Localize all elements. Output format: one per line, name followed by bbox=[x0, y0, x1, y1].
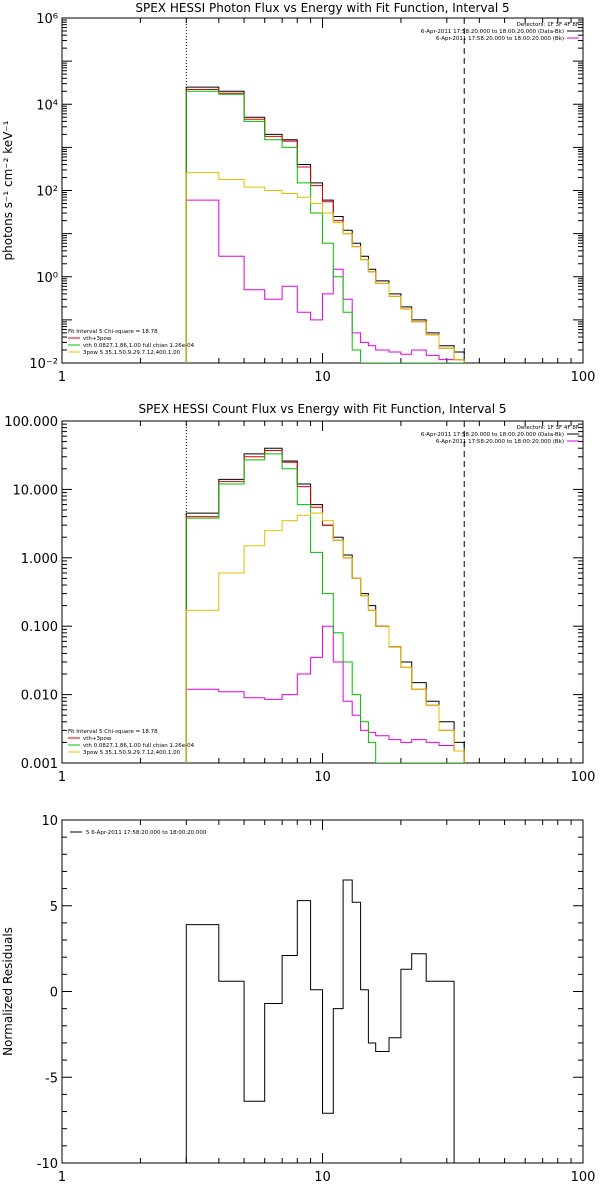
y-tick-label: 0.001 bbox=[21, 757, 58, 772]
series-data-bk bbox=[185, 447, 465, 763]
legend-header: Detectors: 1F 3F 4F 8F bbox=[517, 425, 579, 431]
y-tick-label: 10⁶ bbox=[36, 12, 58, 27]
legend-entry: 6-Apr-2011 17:58:20.000 to 18:00:20.000 … bbox=[421, 432, 564, 438]
legend-entry: 5 6-Apr-2011 17:58:20.000 to 18:00:20.00… bbox=[86, 830, 207, 836]
y-tick-label: 10² bbox=[36, 185, 58, 200]
fit-legend-entry: vth+3pow bbox=[83, 736, 112, 742]
series-bk bbox=[185, 199, 465, 363]
fit-legend-header: Fit Interval 5 Chi-square = 18.78 bbox=[68, 729, 158, 735]
series-vth bbox=[185, 453, 465, 763]
series-vth-3pow bbox=[185, 450, 465, 763]
count-flux-plot-area: 1 10 100 0.001 0.010 0.100 1.000 10.000 100.000 D… bbox=[4, 415, 595, 785]
series-3pow bbox=[185, 172, 465, 363]
x-tick-label: 1 bbox=[58, 370, 66, 385]
series-3pow bbox=[185, 512, 465, 763]
y-tick-label: 10.000 bbox=[13, 483, 59, 498]
photon-flux-y-axis-label: photons s⁻¹ cm⁻² keV⁻¹ bbox=[1, 120, 15, 260]
x-tick-label: 100 bbox=[571, 1170, 596, 1185]
x-tick-label: 10 bbox=[314, 770, 331, 785]
residuals-plot-area: 1 10 100 -10 -5 0 5 10 5 6-Apr-2011 17:58:20.000… bbox=[37, 814, 596, 1185]
legend-entry: 6-Apr-2011 17:58:20.000 to 18:00:20.000 … bbox=[421, 29, 564, 35]
residuals-panel: Normalized Residuals 1 10 100 -10 -5 0 5 10 5 6-… bbox=[1, 814, 595, 1185]
series-5 bbox=[185, 879, 465, 1163]
x-tick-label: 10 bbox=[314, 370, 331, 385]
y-tick-label: 0.100 bbox=[21, 620, 58, 635]
x-tick-label: 100 bbox=[571, 770, 596, 785]
fit-legend-entry: vth 0.0827,1.86,1.00 full chian 1.26e-04 bbox=[83, 343, 195, 349]
fit-legend-entry: 3pow 5.35,1.50,9.29,7.12,400,1.00 bbox=[83, 750, 181, 756]
legend-entry: 6-Apr-2011 17:58:20.000 to 18:00:20.000 … bbox=[436, 36, 564, 42]
fit-legend-entry: vth+3pow bbox=[83, 336, 112, 342]
y-tick-label: -10 bbox=[37, 1157, 58, 1172]
x-tick-label: 1 bbox=[58, 1170, 66, 1185]
legend-header: Detectors: 1F 3F 4F 8F bbox=[517, 22, 579, 28]
fit-legend-entry: vth 0.0827,1.86,1.00 full chian 1.26e-04 bbox=[83, 743, 195, 749]
count-flux-title: SPEX HESSI Count Flux vs Energy with Fit… bbox=[138, 402, 506, 416]
y-tick-label: 10 bbox=[41, 814, 58, 829]
count-flux-panel: SPEX HESSI Count Flux vs Energy with Fit… bbox=[4, 402, 595, 785]
photon-flux-plot-area: 1 10 100 10⁻² 10⁰ 10² 10⁴ 10⁶ Detectors: 1F 3F 4… bbox=[29, 12, 595, 385]
y-tick-label: 0.010 bbox=[21, 689, 58, 704]
x-tick-label: 100 bbox=[571, 370, 596, 385]
y-tick-label: 0 bbox=[50, 986, 58, 1001]
y-tick-label: 10⁰ bbox=[36, 271, 58, 286]
x-tick-label: 1 bbox=[58, 770, 66, 785]
y-tick-label: 1.000 bbox=[21, 552, 58, 567]
fit-legend-entry: 3pow 5.35,1.50,9.29,7.12,400,1.00 bbox=[83, 350, 181, 356]
y-tick-label: 10⁴ bbox=[36, 98, 58, 113]
y-tick-label: -5 bbox=[45, 1071, 58, 1086]
legend-entry: 6-Apr-2011 17:58:20.000 to 18:00:20.000 … bbox=[436, 439, 564, 445]
x-tick-label: 10 bbox=[314, 1170, 331, 1185]
photon-flux-panel: SPEX HESSI Photon Flux vs Energy with Fi… bbox=[1, 1, 595, 385]
photon-flux-title: SPEX HESSI Photon Flux vs Energy with Fi… bbox=[135, 1, 509, 15]
residuals-y-axis-label: Normalized Residuals bbox=[1, 927, 15, 1056]
series-bk bbox=[185, 625, 465, 763]
fit-legend-header: Fit Interval 5 Chi-square = 18.78 bbox=[68, 329, 158, 335]
y-tick-label: 100.000 bbox=[4, 415, 58, 430]
y-tick-label: 5 bbox=[50, 900, 58, 915]
y-tick-label: 10⁻² bbox=[29, 357, 58, 372]
series-vth bbox=[185, 90, 465, 363]
